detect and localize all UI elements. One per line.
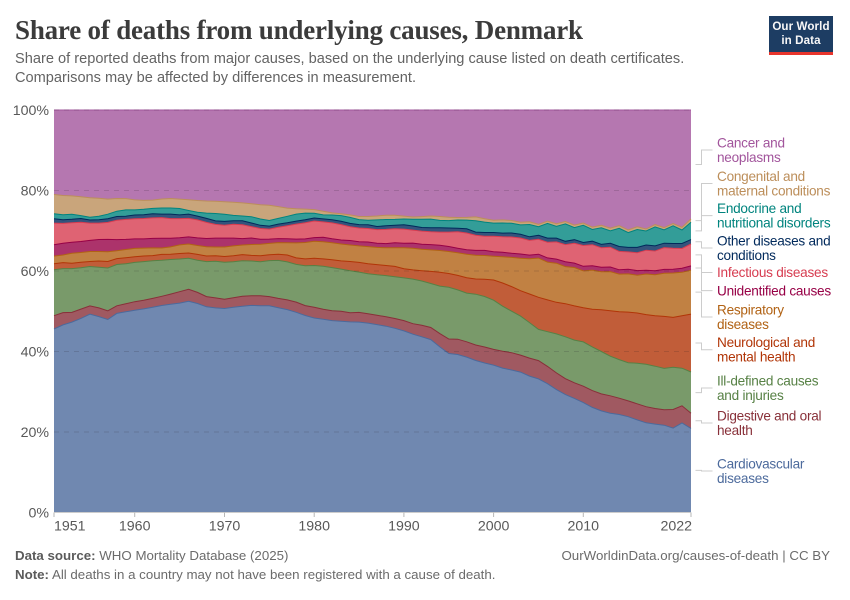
svg-text:2000: 2000	[478, 519, 510, 535]
svg-text:and injuries: and injuries	[717, 388, 784, 403]
svg-text:diseases: diseases	[717, 317, 769, 332]
svg-text:2010: 2010	[568, 519, 600, 535]
svg-text:1951: 1951	[54, 519, 86, 535]
svg-text:20%: 20%	[21, 425, 50, 441]
svg-text:80%: 80%	[21, 183, 50, 199]
svg-text:1990: 1990	[388, 519, 420, 535]
svg-text:1960: 1960	[119, 519, 151, 535]
svg-text:mental health: mental health	[717, 350, 795, 365]
svg-text:Cancer and: Cancer and	[717, 135, 785, 150]
svg-text:Ill-defined causes: Ill-defined causes	[717, 373, 819, 388]
svg-text:Neurological and: Neurological and	[717, 335, 815, 350]
svg-text:conditions: conditions	[717, 248, 776, 263]
svg-text:Respiratory: Respiratory	[717, 302, 784, 317]
svg-text:Endocrine and: Endocrine and	[717, 201, 801, 216]
svg-text:health: health	[717, 423, 753, 438]
svg-text:maternal conditions: maternal conditions	[717, 183, 831, 198]
svg-text:0%: 0%	[28, 505, 49, 521]
svg-text:1980: 1980	[298, 519, 330, 535]
svg-text:60%: 60%	[21, 264, 50, 280]
svg-text:Unidentified causes: Unidentified causes	[717, 283, 831, 298]
svg-text:100%: 100%	[13, 103, 50, 119]
svg-text:Digestive and oral: Digestive and oral	[717, 408, 822, 423]
svg-text:diseases: diseases	[717, 471, 769, 486]
svg-text:2022: 2022	[660, 519, 692, 535]
svg-text:neoplasms: neoplasms	[717, 150, 781, 165]
svg-text:nutritional disorders: nutritional disorders	[717, 216, 831, 231]
svg-text:Infectious diseases: Infectious diseases	[717, 265, 828, 280]
svg-text:Other diseases and: Other diseases and	[717, 233, 830, 248]
svg-text:1970: 1970	[209, 519, 241, 535]
svg-text:Cardiovascular: Cardiovascular	[717, 456, 805, 471]
svg-text:Congenital and: Congenital and	[717, 169, 805, 184]
svg-text:40%: 40%	[21, 344, 50, 360]
